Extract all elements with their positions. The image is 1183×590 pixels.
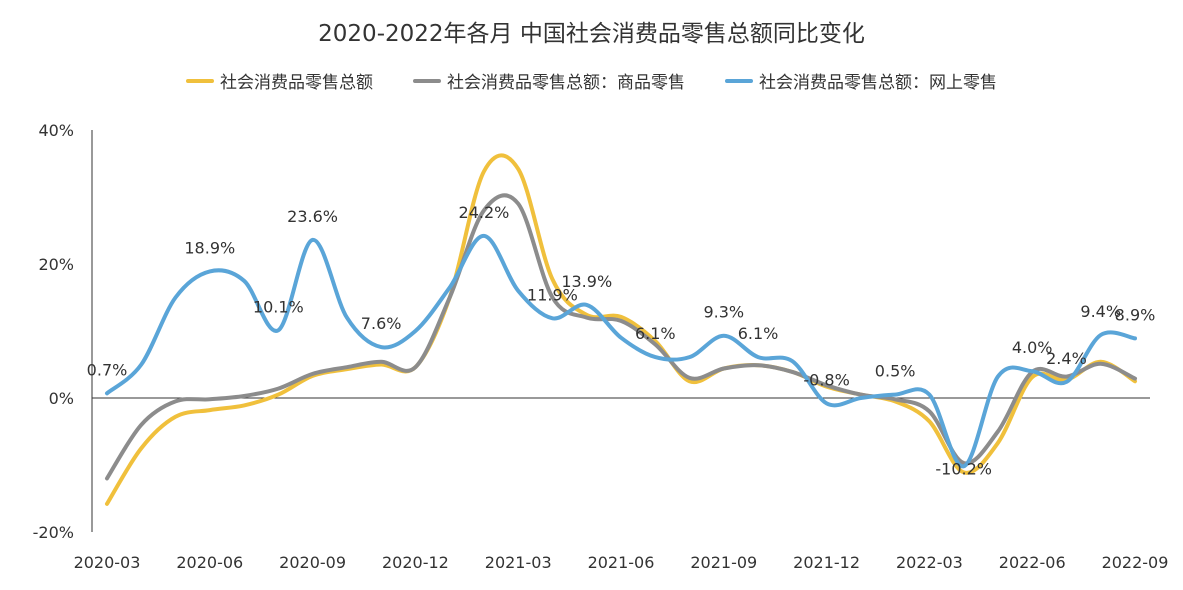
legend-item: 社会消费品零售总额 (186, 68, 373, 93)
data-label: 4.0% (1012, 338, 1053, 357)
data-label: 23.6% (287, 207, 338, 226)
x-tick-label: 2020-03 (74, 553, 141, 572)
x-tick-label: 2021-12 (793, 553, 860, 572)
series-line-0 (105, 153, 1137, 506)
x-tick-label: 2022-09 (1102, 553, 1169, 572)
chart-title: 2020-2022年各月 中国社会消费品零售总额同比变化 (318, 21, 865, 47)
data-label: 9.3% (703, 303, 744, 322)
legend-swatch (725, 78, 753, 83)
x-tick-label: 2020-06 (176, 553, 243, 572)
data-label: 8.9% (1115, 305, 1156, 324)
data-label: 2.4% (1046, 349, 1087, 368)
data-label: 6.1% (738, 324, 779, 343)
x-tick-label: 2020-09 (279, 553, 346, 572)
chart-legend: 社会消费品零售总额 社会消费品零售总额：商品零售 社会消费品零售总额：网上零售 (0, 68, 1183, 93)
legend-item: 社会消费品零售总额：商品零售 (413, 68, 685, 93)
data-label: 11.9% (527, 285, 578, 304)
series-line-2 (105, 233, 1137, 469)
legend-swatch (186, 78, 214, 83)
data-label: 6.1% (635, 324, 676, 343)
x-tick-label: 2022-03 (896, 553, 963, 572)
chart-axes: -20% 0% 20% 40% 2020-03 2020-06 2020-09 2020-12… (33, 121, 1169, 572)
x-tick-label: 2020-12 (382, 553, 449, 572)
data-label: 0.5% (875, 362, 916, 381)
data-label: 18.9% (184, 238, 235, 257)
x-tick-label: 2021-06 (588, 553, 655, 572)
chart-data-labels: 0.7% 18.9% 10.1% 23.6% 7.6% 24.2% 11.9%13.9% 6.… (87, 203, 1156, 478)
y-tick-label: 40% (38, 121, 74, 140)
data-label: 13.9% (561, 272, 612, 291)
x-tick-label: 2021-09 (690, 553, 757, 572)
data-label: 0.7% (87, 360, 128, 379)
legend-label: 社会消费品零售总额：商品零售 (447, 73, 685, 93)
x-tick-label: 2021-03 (485, 553, 552, 572)
data-label: 24.2% (459, 203, 510, 222)
chart-series-lines (105, 153, 1137, 506)
y-tick-label: 20% (38, 255, 74, 274)
data-label: -10.2% (935, 459, 992, 478)
y-tick-label: 0% (49, 389, 74, 408)
legend-swatch (413, 78, 441, 83)
legend-label: 社会消费品零售总额 (220, 73, 373, 93)
legend-item: 社会消费品零售总额：网上零售 (725, 68, 997, 93)
legend-label: 社会消费品零售总额：网上零售 (759, 73, 997, 93)
data-label: 9.4% (1080, 302, 1121, 321)
data-label: -0.8% (803, 370, 849, 389)
y-tick-label: -20% (33, 523, 74, 542)
data-label: 10.1% (253, 297, 304, 316)
x-tick-label: 2022-06 (999, 553, 1066, 572)
series-line-1 (105, 193, 1137, 481)
data-label: 7.6% (361, 314, 402, 333)
